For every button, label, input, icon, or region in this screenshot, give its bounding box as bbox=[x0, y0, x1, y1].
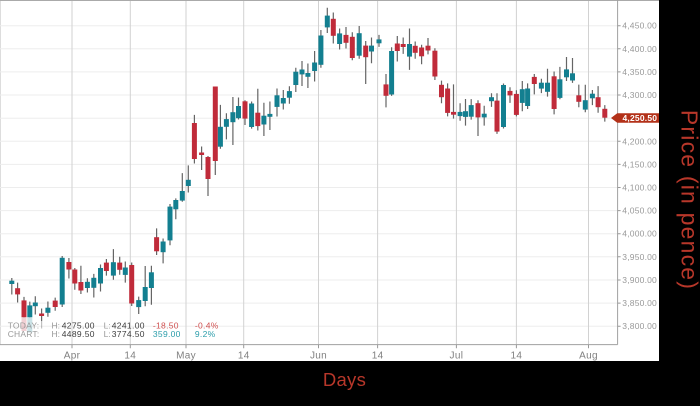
svg-text:Price (in pence): Price (in pence) bbox=[677, 110, 700, 290]
svg-text:9.2%: 9.2% bbox=[195, 329, 216, 339]
svg-text:Apr: Apr bbox=[64, 351, 81, 362]
svg-text:Jul: Jul bbox=[450, 351, 464, 362]
svg-text:4,250.50: 4,250.50 bbox=[623, 113, 658, 123]
svg-text:3,950.00: 3,950.00 bbox=[622, 252, 657, 262]
svg-text:4,150.00: 4,150.00 bbox=[622, 159, 657, 169]
svg-text:4,100.00: 4,100.00 bbox=[622, 183, 657, 193]
svg-text:3,850.00: 3,850.00 bbox=[622, 298, 657, 308]
svg-text:14: 14 bbox=[238, 351, 250, 362]
svg-text:4,300.00: 4,300.00 bbox=[622, 90, 657, 100]
svg-text:H:: H: bbox=[52, 329, 61, 339]
svg-text:14: 14 bbox=[511, 351, 523, 362]
svg-text:3774.50: 3774.50 bbox=[112, 329, 145, 339]
svg-text:4489.50: 4489.50 bbox=[62, 329, 95, 339]
svg-text:Jun: Jun bbox=[310, 351, 327, 362]
svg-text:4,350.00: 4,350.00 bbox=[622, 67, 657, 77]
svg-text:4,200.00: 4,200.00 bbox=[622, 136, 657, 146]
svg-text:Aug: Aug bbox=[579, 351, 598, 362]
svg-text:4,450.00: 4,450.00 bbox=[622, 21, 657, 31]
svg-text:CHART:: CHART: bbox=[8, 329, 40, 339]
svg-text:3,900.00: 3,900.00 bbox=[622, 275, 657, 285]
svg-text:L:: L: bbox=[104, 329, 111, 339]
svg-text:3,800.00: 3,800.00 bbox=[622, 321, 657, 331]
svg-text:4,400.00: 4,400.00 bbox=[622, 44, 657, 54]
svg-text:14: 14 bbox=[372, 351, 384, 362]
svg-text:4,050.00: 4,050.00 bbox=[622, 206, 657, 216]
svg-text:4,000.00: 4,000.00 bbox=[622, 229, 657, 239]
svg-text:359.00: 359.00 bbox=[153, 329, 181, 339]
svg-text:Days: Days bbox=[323, 369, 366, 390]
svg-text:14: 14 bbox=[124, 351, 136, 362]
svg-text:May: May bbox=[176, 351, 196, 362]
